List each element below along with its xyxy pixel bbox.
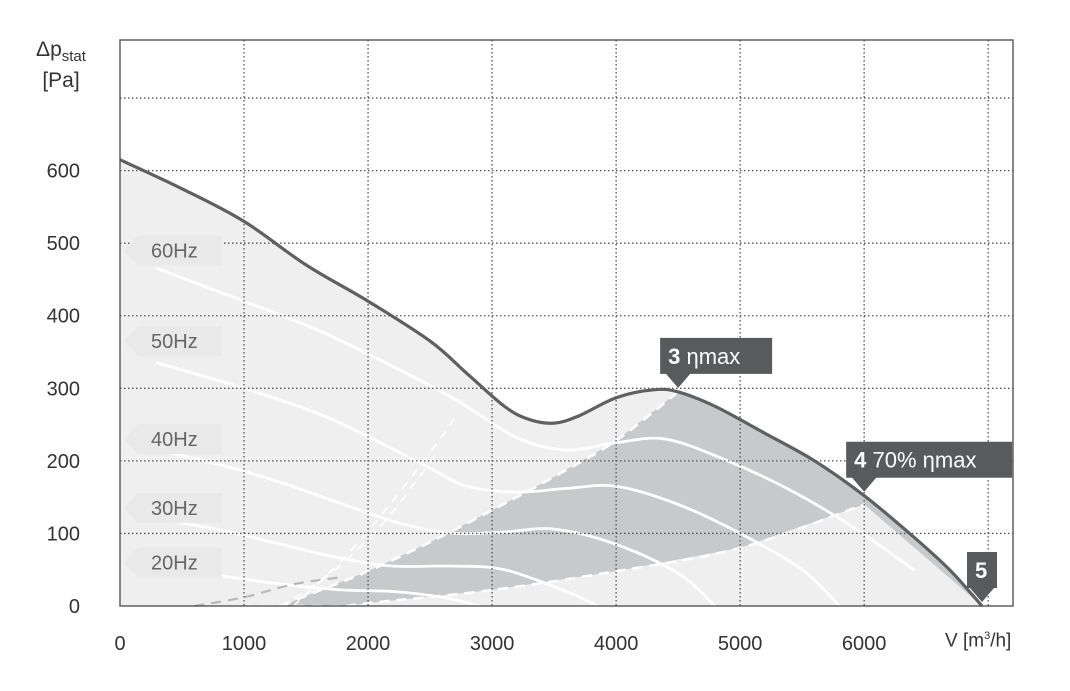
y-axis-symbol: Δp: [36, 38, 62, 61]
inner-dashed-curve: [280, 453, 437, 607]
freq-label-text: 60Hz: [151, 240, 198, 262]
y-tick-label: 600: [47, 161, 80, 183]
freq-label-bg: [124, 424, 222, 455]
y-tick-label: 500: [47, 233, 80, 255]
y-tick-label: 200: [47, 451, 80, 473]
y-tick-label: 300: [47, 378, 80, 400]
envelope-curve-group: [119, 158, 984, 608]
freq-label-bg: [124, 235, 222, 266]
y-axis-subscript: stat: [61, 48, 86, 65]
upper-zone-boundary-dashed: [280, 390, 679, 608]
operating-point-number: 5: [975, 558, 987, 583]
freq-label-40hz: 40Hz: [124, 424, 222, 455]
operating-point-4: 4 70% ηmax: [846, 441, 1013, 492]
y-tick-label: 0: [69, 596, 80, 618]
x-tick-labels: 0 1000 2000 3000 4000 5000 6000: [114, 633, 886, 655]
operating-point-text: 3 ηmax: [668, 344, 740, 369]
y-tick-label: 100: [47, 523, 80, 545]
operating-point-badge: [966, 552, 997, 602]
freq-label-text: 20Hz: [151, 552, 198, 574]
operating-point-5: 5: [966, 552, 997, 602]
x-axis-unit-sup: 3: [984, 630, 991, 642]
freq-label-text: 40Hz: [151, 429, 198, 451]
operating-point-caption: ηmax: [680, 344, 740, 369]
grid-lines: [120, 40, 1013, 606]
plot-frame: [119, 39, 1014, 607]
x-tick-label: 2000: [346, 633, 391, 655]
x-axis-symbol: V: [945, 630, 958, 652]
freq-label-text: 50Hz: [151, 331, 198, 353]
freq-label-30hz: 30Hz: [124, 493, 222, 524]
lower-zone-boundary-dashed: [244, 503, 865, 608]
x-tick-label: 1000: [222, 633, 267, 655]
operating-point-badge: [660, 337, 773, 388]
x-axis-label: V [m3/h]: [945, 630, 1011, 652]
freq-label-bg: [124, 326, 222, 357]
left-zone-boundary-dashed: [194, 575, 344, 608]
fan-curve-40hz: [155, 448, 717, 608]
x-tick-label: 6000: [842, 633, 887, 655]
freq-label-60hz: 60Hz: [124, 235, 222, 266]
operating-point-text: 5: [975, 558, 987, 583]
x-tick-label: 3000: [470, 633, 515, 655]
operating-point-number: 4: [854, 448, 867, 473]
frequency-labels: 60Hz 50Hz 40Hz 30Hz 20Hz: [124, 235, 222, 578]
freq-label-bg: [124, 493, 222, 524]
freq-label-20hz: 20Hz: [124, 547, 222, 578]
freq-label-bg: [124, 547, 222, 578]
y-axis-unit: [Pa]: [42, 69, 80, 92]
freq-label-text: 30Hz: [151, 498, 198, 520]
x-axis-unit-prefix: [m: [962, 630, 985, 652]
operating-zone-fills: [120, 159, 982, 606]
zone-boundary-dashes: [194, 390, 865, 608]
y-tick-labels: 0 100 200 300 400 500 600: [47, 161, 80, 618]
operating-point-badge: [846, 441, 1013, 492]
fan-curve-30hz: [155, 517, 599, 608]
x-axis-unit-suffix: /h]: [990, 630, 1012, 652]
y-tick-label: 400: [47, 306, 80, 328]
x-tick-label: 4000: [594, 633, 639, 655]
inner-dashed-curve: [293, 416, 456, 607]
fan-curve-60hz: [155, 267, 916, 572]
freq-label-50hz: 50Hz: [124, 326, 222, 357]
y-axis-label: Δpstat [Pa]: [30, 38, 92, 93]
operating-point-caption: 70% ηmax: [866, 448, 976, 473]
operating-point-number: 3: [668, 344, 680, 369]
operating-point-text: 4 70% ηmax: [854, 448, 976, 473]
operating-point-3: 3 ηmax: [660, 337, 773, 388]
envelope-curve: [119, 158, 984, 608]
operating-point-labels: 3 ηmax 4 70% ηmax 5: [660, 337, 1013, 602]
dark-zone-fill: [244, 391, 982, 606]
x-tick-label: 0: [114, 633, 125, 655]
x-tick-label: 5000: [718, 633, 763, 655]
